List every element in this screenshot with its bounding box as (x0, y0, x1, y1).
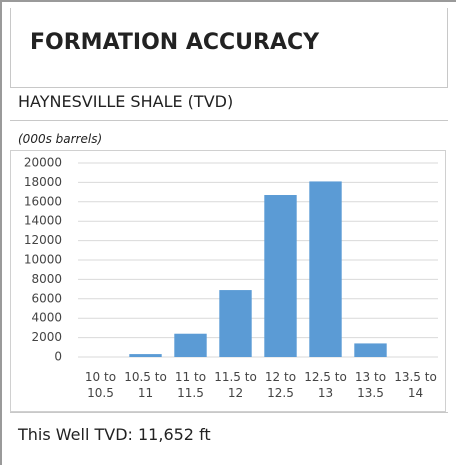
bar (309, 181, 342, 357)
y-tick-label: 10000 (24, 253, 62, 267)
y-tick-label: 6000 (31, 291, 62, 305)
bar (129, 354, 162, 357)
chart-area (10, 150, 446, 412)
y-tick-label: 2000 (31, 330, 62, 344)
y-tick-label: 12000 (24, 233, 62, 247)
y-tick-label: 8000 (31, 272, 62, 286)
bar (264, 195, 297, 357)
subtitle: HAYNESVILLE SHALE (TVD) (18, 92, 234, 111)
y-tick-label: 14000 (24, 214, 62, 228)
y-tick-label: 18000 (24, 175, 62, 189)
footer: This Well TVD: 11,652 ft (18, 425, 211, 444)
header (10, 8, 448, 88)
y-tick-label: 20000 (24, 156, 62, 170)
x-tick-label: 11.5 to 12 (214, 370, 257, 400)
x-tick-label: 10.5 to 11 (124, 370, 167, 400)
y-axis-label: (000s barrels) (18, 132, 103, 146)
x-tick-label: 13.5 to 14 (394, 370, 437, 400)
divider (10, 412, 448, 413)
x-tick-label: 12 to 12.5 (264, 370, 297, 400)
x-tick-label: 11 to 11.5 (174, 370, 207, 400)
x-tick-label: 12.5 to 13 (304, 370, 347, 400)
x-tick-label: 10 to 10.5 (84, 370, 117, 400)
y-tick-label: 4000 (31, 311, 62, 325)
bar (354, 343, 387, 357)
bar (174, 333, 207, 357)
y-tick-label: 16000 (24, 194, 62, 208)
divider (10, 120, 448, 121)
title: FORMATION ACCURACY (30, 30, 320, 55)
bar (219, 290, 252, 357)
y-tick-label: 0 (54, 350, 62, 364)
x-tick-label: 13 to 13.5 (354, 370, 387, 400)
